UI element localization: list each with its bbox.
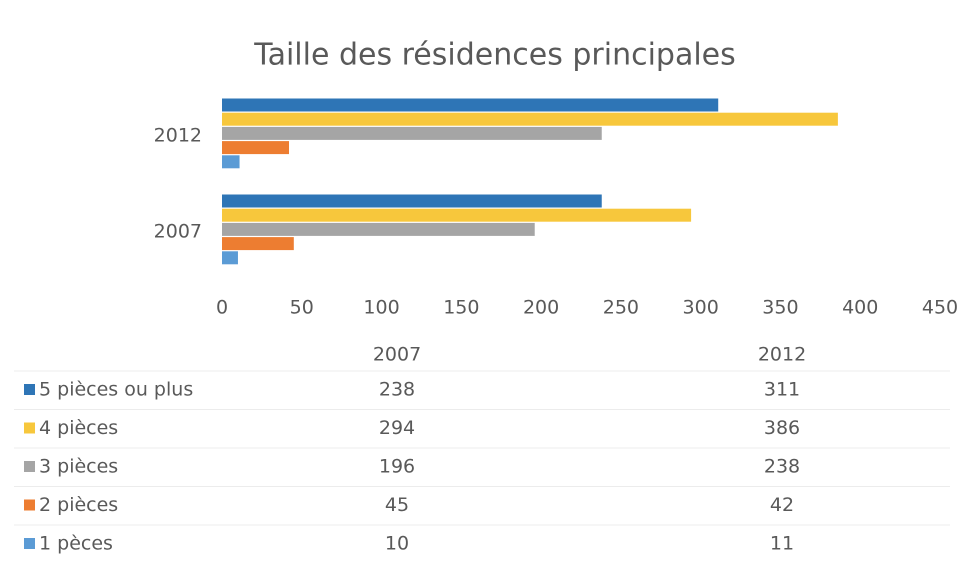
x-tick-label: 0 [216, 297, 228, 319]
table-value: 11 [770, 533, 794, 555]
x-tick-label: 200 [523, 297, 559, 319]
bar [222, 98, 719, 112]
bar [222, 141, 290, 155]
table-value: 238 [379, 379, 415, 401]
legend-swatch [24, 422, 35, 434]
bar [222, 112, 838, 126]
legend-label: 2 pièces [39, 494, 118, 516]
y-tick-label: 2012 [154, 125, 202, 147]
x-tick-label: 350 [762, 297, 798, 319]
table-header: 2007 [373, 344, 421, 366]
bar [222, 126, 602, 140]
table-value: 10 [385, 533, 409, 555]
bar [222, 194, 602, 208]
bar [222, 222, 535, 236]
table-value: 311 [764, 379, 800, 401]
legend-label: 1 pèces [39, 533, 113, 555]
bar [222, 251, 238, 265]
x-tick-label: 400 [842, 297, 878, 319]
x-tick-label: 100 [363, 297, 399, 319]
table-value: 196 [379, 456, 415, 478]
legend-label: 5 pièces ou plus [39, 379, 193, 401]
bar [222, 155, 240, 169]
table-value: 45 [385, 494, 409, 516]
table-header: 2012 [758, 344, 806, 366]
table-value: 42 [770, 494, 794, 516]
table-value: 386 [764, 417, 800, 439]
x-tick-label: 50 [290, 297, 314, 319]
y-tick-label: 2007 [154, 221, 202, 243]
legend-label: 3 pièces [39, 456, 118, 478]
table-value: 294 [379, 417, 415, 439]
x-tick-label: 250 [603, 297, 639, 319]
x-tick-label: 450 [922, 297, 958, 319]
legend-label: 4 pièces [39, 417, 118, 439]
x-tick-label: 300 [683, 297, 719, 319]
x-tick-label: 150 [443, 297, 479, 319]
chart-title: Taille des résidences principales [253, 38, 736, 73]
legend-swatch [24, 538, 35, 549]
legend-swatch [24, 384, 35, 395]
bar [222, 237, 294, 251]
legend-swatch [24, 461, 35, 472]
table-value: 238 [764, 456, 800, 478]
legend-swatch [24, 499, 35, 511]
bar [222, 208, 692, 222]
